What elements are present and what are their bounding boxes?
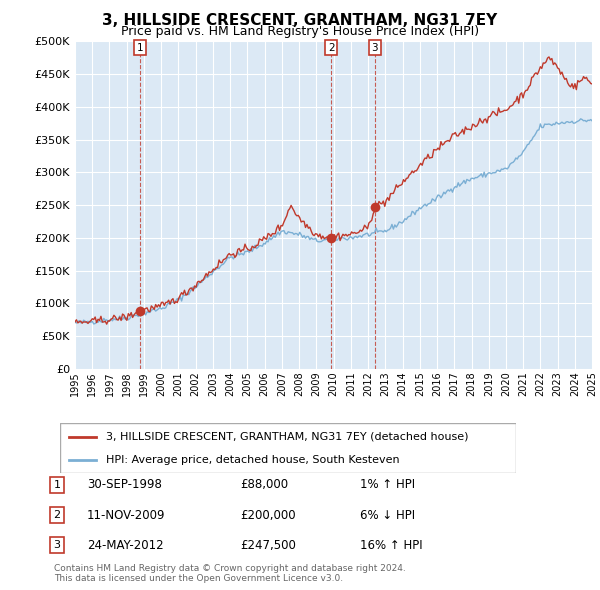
Text: 11-NOV-2009: 11-NOV-2009 [87, 509, 166, 522]
Text: HPI: Average price, detached house, South Kesteven: HPI: Average price, detached house, Sout… [106, 455, 399, 465]
Text: 1: 1 [136, 43, 143, 53]
Text: 30-SEP-1998: 30-SEP-1998 [87, 478, 162, 491]
Text: 1% ↑ HPI: 1% ↑ HPI [360, 478, 415, 491]
Text: 16% ↑ HPI: 16% ↑ HPI [360, 539, 422, 552]
Text: 2: 2 [328, 43, 334, 53]
Text: 3, HILLSIDE CRESCENT, GRANTHAM, NG31 7EY (detached house): 3, HILLSIDE CRESCENT, GRANTHAM, NG31 7EY… [106, 431, 468, 441]
Text: 6% ↓ HPI: 6% ↓ HPI [360, 509, 415, 522]
Text: £200,000: £200,000 [240, 509, 296, 522]
Text: 2: 2 [53, 510, 61, 520]
Text: 24-MAY-2012: 24-MAY-2012 [87, 539, 164, 552]
Text: £247,500: £247,500 [240, 539, 296, 552]
Text: 3: 3 [53, 540, 61, 550]
Text: 3, HILLSIDE CRESCENT, GRANTHAM, NG31 7EY: 3, HILLSIDE CRESCENT, GRANTHAM, NG31 7EY [103, 13, 497, 28]
Text: 3: 3 [371, 43, 378, 53]
Text: Contains HM Land Registry data © Crown copyright and database right 2024.
This d: Contains HM Land Registry data © Crown c… [54, 563, 406, 583]
Text: Price paid vs. HM Land Registry's House Price Index (HPI): Price paid vs. HM Land Registry's House … [121, 25, 479, 38]
Text: £88,000: £88,000 [240, 478, 288, 491]
Text: 1: 1 [53, 480, 61, 490]
